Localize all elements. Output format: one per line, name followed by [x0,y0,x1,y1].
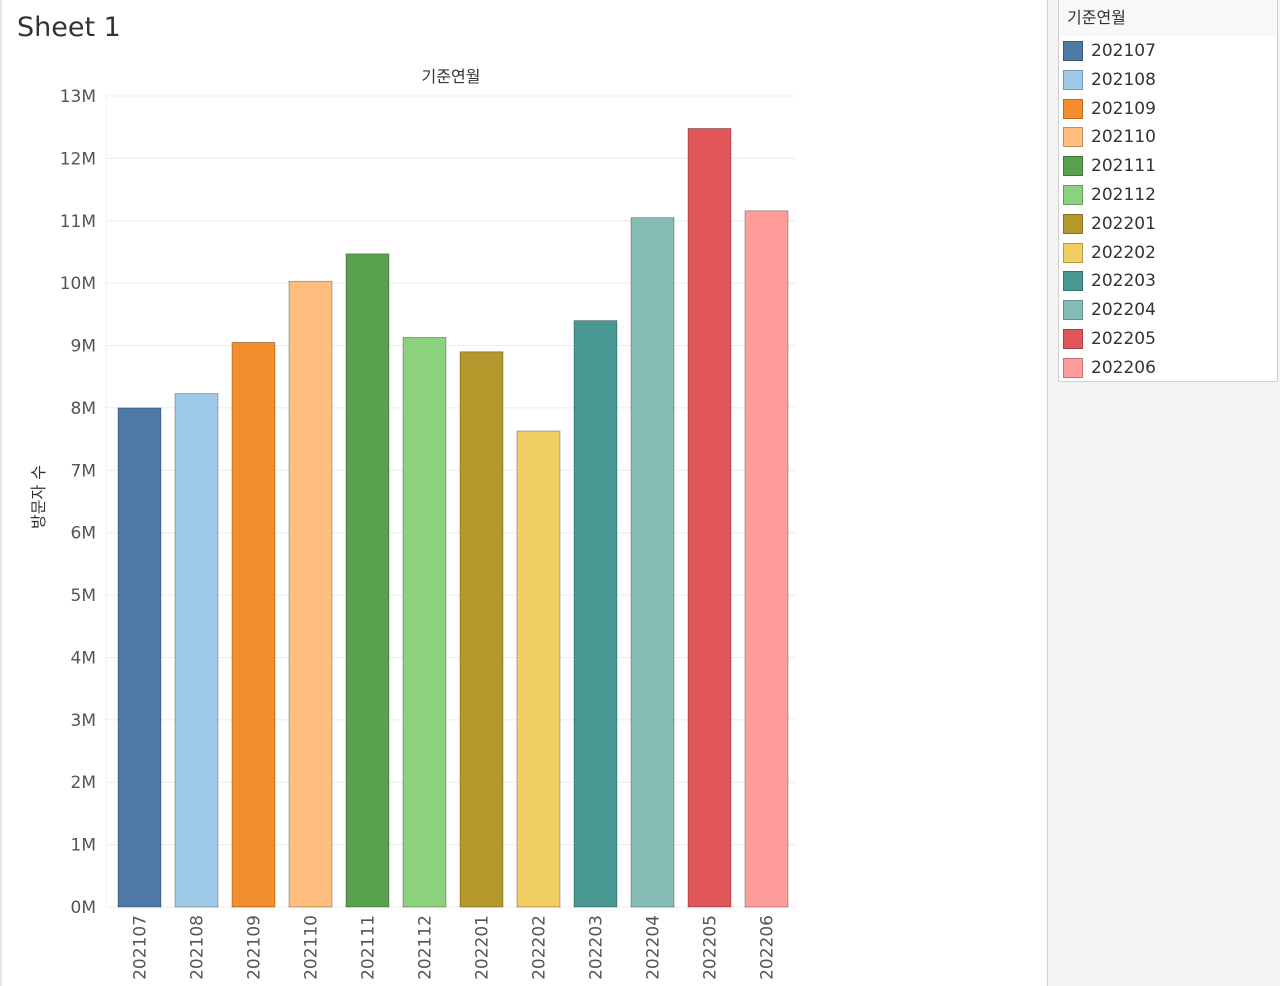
legend-label: 202109 [1091,98,1156,119]
legend-swatch [1063,156,1083,177]
sheet-title: Sheet 1 [17,12,121,43]
x-tick-label: 202109 [245,915,265,980]
x-tick-label: 202107 [131,915,151,980]
y-tick-label: 4M [71,648,96,668]
x-tick-label: 202201 [473,915,493,980]
x-axis-ticks: 202107 202108 202109 202110 202111 202112 2022… [131,915,778,980]
legend-item-202109[interactable]: 202109 [1063,98,1273,120]
x-tick-label: 202108 [188,915,208,980]
legend-label: 202108 [1091,69,1156,90]
legend-item-202203[interactable]: 202203 [1063,270,1273,292]
legend-label: 202110 [1091,127,1156,148]
x-tick-label: 202112 [416,915,436,980]
legend-item-202107[interactable]: 202107 [1063,40,1273,62]
color-legend[interactable]: 기준연월 202107 202108 202109 202110 202111 20211… [1058,0,1278,382]
legend-label: 202112 [1091,185,1156,205]
legend-title: 기준연월 [1067,8,1126,27]
gridlines [105,95,796,908]
bar-202109[interactable] [231,342,276,908]
legend-swatch [1063,41,1083,61]
y-tick-label: 6M [71,524,96,544]
legend-swatch [1063,357,1083,378]
legend-item-202112[interactable]: 202112 [1063,184,1273,206]
legend-label: 202203 [1091,271,1156,292]
bar-202201[interactable] [459,351,504,908]
legend-item-202111[interactable]: 202111 [1063,155,1273,177]
y-tick-label: 3M [71,711,96,731]
y-tick-label: 11M [60,212,96,232]
y-tick-label: 1M [71,836,96,856]
legend-item-202201[interactable]: 202201 [1063,213,1273,235]
legend-label: 202202 [1091,242,1156,263]
y-tick-label: 7M [71,461,96,481]
legend-swatch [1063,329,1083,349]
legend-header [1059,0,1277,36]
legend-swatch [1063,127,1083,148]
y-tick-label: 2M [71,773,96,793]
bar-202108[interactable] [174,393,219,908]
legend-item-202202[interactable]: 202202 [1063,242,1273,264]
y-tick-label: 9M [71,337,96,357]
x-tick-label: 202203 [587,915,607,980]
bar-202206[interactable] [744,210,789,908]
x-tick-label: 202206 [758,915,778,980]
y-axis-ticks: 0M 1M 2M 3M 4M 5M 6M 7M 8M 9M 10M 11M 12M 13M [60,87,96,918]
x-tick-label: 202204 [644,915,664,980]
legend-label: 202111 [1091,156,1156,177]
bar-202110[interactable] [288,280,333,908]
legend-item-202206[interactable]: 202206 [1063,357,1273,379]
chart-title: 기준연월 [422,67,481,86]
legend-swatch [1063,69,1083,90]
y-tick-label: 13M [60,87,96,107]
legend-swatch [1063,185,1083,205]
legend-item-202204[interactable]: 202204 [1063,299,1273,321]
legend-swatch [1063,300,1083,321]
y-tick-label: 12M [60,149,96,169]
y-tick-label: 5M [71,586,96,606]
bar-202112[interactable] [402,337,447,908]
legend-label: 202107 [1091,41,1156,61]
legend-label: 202205 [1091,329,1156,349]
legend-swatch [1063,242,1083,263]
legend-label: 202204 [1091,300,1156,321]
bar-202204[interactable] [630,217,675,908]
legend-swatch [1063,213,1083,234]
x-tick-label: 202205 [701,915,721,980]
legend-item-202108[interactable]: 202108 [1063,69,1273,91]
legend-swatch [1063,271,1083,292]
x-tick-label: 202110 [302,915,322,980]
y-tick-label: 0M [71,898,96,918]
bars [117,128,789,908]
legend-label: 202201 [1091,213,1156,234]
x-tick-label: 202202 [530,915,550,980]
legend-item-202110[interactable]: 202110 [1063,126,1273,148]
bar-202203[interactable] [573,320,618,908]
legend-swatch [1063,98,1083,119]
bar-202111[interactable] [345,253,390,908]
y-tick-label: 8M [71,399,96,419]
bar-202107[interactable] [117,407,162,908]
x-tick-label: 202111 [359,915,379,980]
legend-item-202205[interactable]: 202205 [1063,328,1273,350]
bar-202202[interactable] [516,430,561,908]
y-tick-label: 10M [60,274,96,294]
bar-202205[interactable] [687,128,732,908]
y-axis-label: 방문자 수 [29,465,48,529]
legend-label: 202206 [1091,357,1156,378]
